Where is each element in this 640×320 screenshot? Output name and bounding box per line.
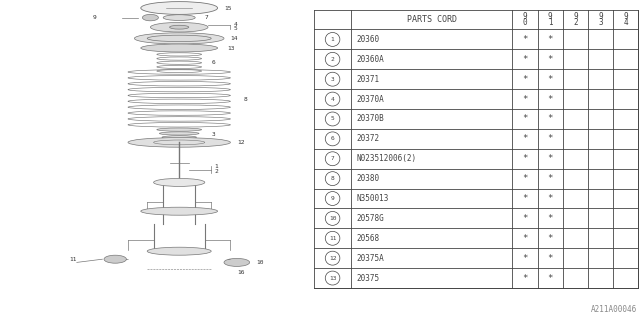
- Ellipse shape: [157, 128, 202, 131]
- Text: 13: 13: [329, 276, 336, 281]
- Ellipse shape: [154, 179, 205, 186]
- Ellipse shape: [147, 247, 211, 255]
- Text: 1: 1: [548, 18, 552, 27]
- Text: 9: 9: [548, 12, 552, 21]
- Text: 5: 5: [331, 116, 335, 122]
- Text: *: *: [522, 194, 527, 203]
- Text: 0: 0: [523, 18, 527, 27]
- Text: 10: 10: [256, 260, 264, 265]
- Ellipse shape: [170, 25, 189, 29]
- Text: PARTS CORD: PARTS CORD: [406, 15, 457, 24]
- Text: 9: 9: [573, 12, 578, 21]
- Text: 3: 3: [598, 18, 603, 27]
- Text: *: *: [522, 254, 527, 263]
- Text: 9: 9: [331, 196, 335, 201]
- Text: 20380: 20380: [356, 174, 380, 183]
- Text: *: *: [547, 35, 553, 44]
- Ellipse shape: [142, 14, 158, 21]
- Text: 7: 7: [331, 156, 335, 161]
- Text: 4: 4: [234, 22, 237, 28]
- Text: *: *: [547, 95, 553, 104]
- Text: 20568: 20568: [356, 234, 380, 243]
- Ellipse shape: [141, 207, 218, 215]
- Ellipse shape: [141, 44, 218, 52]
- Text: *: *: [547, 55, 553, 64]
- Text: 4: 4: [623, 18, 628, 27]
- Text: *: *: [547, 154, 553, 163]
- Text: *: *: [547, 274, 553, 283]
- Text: *: *: [522, 75, 527, 84]
- Text: *: *: [547, 194, 553, 203]
- Text: 15: 15: [224, 5, 232, 11]
- Text: 14: 14: [230, 36, 238, 41]
- Text: 2: 2: [214, 169, 218, 174]
- Text: 20372: 20372: [356, 134, 380, 143]
- Text: *: *: [522, 234, 527, 243]
- Text: 20578G: 20578G: [356, 214, 384, 223]
- Text: 20375: 20375: [356, 274, 380, 283]
- Text: 5: 5: [234, 26, 237, 31]
- Text: *: *: [547, 174, 553, 183]
- Text: *: *: [522, 55, 527, 64]
- Text: 16: 16: [237, 269, 244, 275]
- Text: *: *: [547, 234, 553, 243]
- Text: 3: 3: [211, 132, 215, 137]
- Text: *: *: [547, 214, 553, 223]
- Ellipse shape: [162, 136, 196, 139]
- Text: 20370A: 20370A: [356, 95, 384, 104]
- Text: *: *: [522, 95, 527, 104]
- Ellipse shape: [224, 259, 250, 266]
- Text: 10: 10: [329, 216, 336, 221]
- Text: *: *: [522, 115, 527, 124]
- Ellipse shape: [104, 255, 127, 263]
- Text: 2: 2: [331, 57, 335, 62]
- Text: 1: 1: [331, 37, 335, 42]
- Text: 13: 13: [227, 45, 235, 51]
- Text: *: *: [522, 174, 527, 183]
- Text: 6: 6: [211, 60, 215, 65]
- Text: 12: 12: [237, 140, 244, 145]
- Ellipse shape: [159, 132, 199, 135]
- Text: 20370B: 20370B: [356, 115, 384, 124]
- Text: 20360A: 20360A: [356, 55, 384, 64]
- Text: N023512006(2): N023512006(2): [356, 154, 416, 163]
- Ellipse shape: [141, 2, 218, 14]
- Text: 8: 8: [243, 97, 247, 102]
- Ellipse shape: [147, 35, 211, 42]
- Text: A211A00046: A211A00046: [590, 305, 637, 314]
- Text: 6: 6: [331, 136, 335, 141]
- Text: 20375A: 20375A: [356, 254, 384, 263]
- Text: *: *: [522, 274, 527, 283]
- Text: 12: 12: [329, 256, 336, 261]
- Text: 9: 9: [92, 15, 96, 20]
- Text: 20371: 20371: [356, 75, 380, 84]
- Ellipse shape: [128, 138, 230, 147]
- Text: 9: 9: [598, 12, 603, 21]
- Text: *: *: [522, 35, 527, 44]
- Text: 7: 7: [205, 15, 209, 20]
- Ellipse shape: [150, 22, 208, 32]
- Text: *: *: [547, 254, 553, 263]
- Text: *: *: [522, 214, 527, 223]
- Text: *: *: [522, 134, 527, 143]
- Text: 3: 3: [331, 77, 335, 82]
- Text: N350013: N350013: [356, 194, 388, 203]
- Text: *: *: [547, 115, 553, 124]
- Ellipse shape: [164, 140, 194, 143]
- Text: *: *: [522, 154, 527, 163]
- Text: *: *: [547, 75, 553, 84]
- Text: 8: 8: [331, 176, 335, 181]
- Text: 20360: 20360: [356, 35, 380, 44]
- Ellipse shape: [134, 33, 224, 44]
- Text: 1: 1: [214, 164, 218, 169]
- Text: 9: 9: [623, 12, 628, 21]
- Text: 9: 9: [523, 12, 527, 21]
- Ellipse shape: [163, 15, 195, 20]
- Text: 4: 4: [331, 97, 335, 101]
- Text: 11: 11: [329, 236, 336, 241]
- Text: *: *: [547, 134, 553, 143]
- Text: 2: 2: [573, 18, 578, 27]
- Text: 11: 11: [69, 257, 77, 262]
